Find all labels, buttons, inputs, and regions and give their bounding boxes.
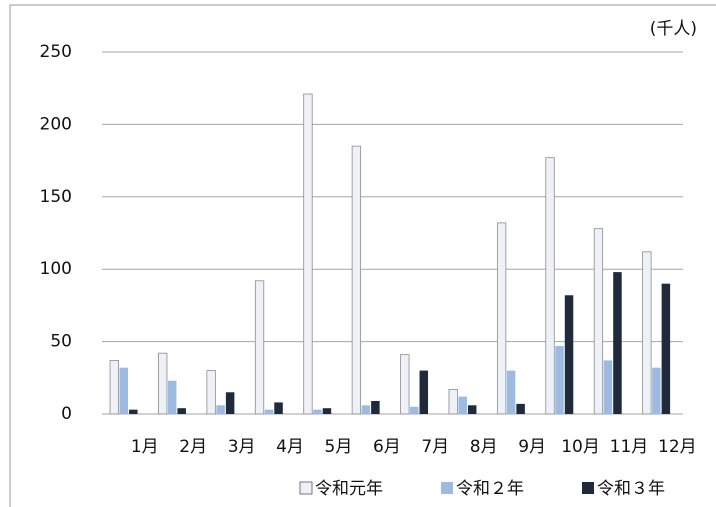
bar	[467, 405, 477, 414]
bar	[216, 405, 225, 414]
legend-swatch	[299, 481, 313, 495]
legend-swatch	[441, 482, 453, 494]
bar	[225, 392, 235, 414]
bar	[400, 354, 410, 415]
bar	[410, 406, 419, 414]
bar	[419, 370, 429, 414]
x-tick-label: 6月	[373, 437, 401, 457]
bar	[109, 360, 119, 415]
legend-swatch	[582, 482, 594, 494]
unit-label: (千人)	[650, 19, 697, 39]
bar	[313, 409, 322, 414]
bar	[274, 402, 283, 414]
bar	[613, 272, 622, 414]
y-tick-label: 200	[40, 114, 72, 134]
y-tick-label: 250	[40, 42, 72, 62]
bar	[351, 145, 362, 415]
x-tick-label: 10月	[561, 437, 600, 457]
chart-frame	[9, 4, 716, 507]
bar	[264, 409, 274, 414]
bar	[516, 403, 525, 414]
y-tick-label: 100	[40, 259, 72, 279]
bar	[119, 367, 129, 414]
y-tick-label: 0	[61, 404, 72, 424]
x-tick-label: 7月	[421, 437, 449, 457]
legend-label: 令和元年	[315, 479, 383, 499]
bar	[496, 222, 507, 415]
bar	[361, 405, 371, 414]
bar	[642, 251, 652, 415]
bar	[564, 295, 574, 414]
x-tick-label: 4月	[276, 437, 304, 457]
bar	[167, 380, 177, 414]
bar	[661, 283, 671, 414]
legend-label: 令和２年	[456, 479, 524, 499]
x-tick-label: 3月	[228, 437, 256, 457]
bar	[506, 370, 516, 414]
y-tick-label: 150	[40, 187, 72, 207]
bar	[458, 396, 467, 414]
bar	[448, 388, 458, 415]
x-tick-label: 8月	[470, 437, 498, 457]
y-tick-label: 50	[50, 332, 72, 352]
bar	[206, 370, 216, 415]
bar	[603, 360, 613, 414]
bar	[177, 408, 186, 414]
x-tick-label: 12月	[658, 437, 697, 457]
bar	[129, 409, 138, 414]
x-tick-label: 1月	[131, 437, 159, 457]
bar	[555, 345, 564, 414]
bar	[652, 367, 661, 414]
bar	[593, 228, 604, 415]
x-tick-label: 5月	[325, 437, 353, 457]
bar	[303, 93, 313, 415]
bar	[371, 400, 380, 414]
x-tick-label: 9月	[518, 437, 546, 457]
bar	[322, 408, 332, 414]
bar	[545, 157, 555, 415]
bar	[254, 280, 265, 415]
legend-label: 令和３年	[597, 479, 665, 499]
x-tick-label: 11月	[610, 437, 649, 457]
x-tick-label: 2月	[179, 437, 207, 457]
bar	[158, 352, 168, 415]
